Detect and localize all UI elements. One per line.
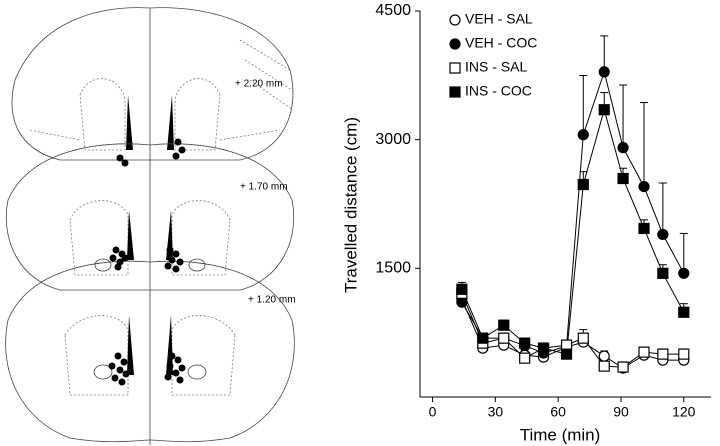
legend-label: VEH - SAL: [465, 11, 533, 27]
legend-label: INS - COC: [465, 83, 532, 99]
legend-marker: [449, 62, 461, 74]
x-tick-label: 60: [550, 404, 566, 420]
data-point: [638, 346, 650, 358]
section-outline: [5, 143, 295, 291]
data-point: [577, 332, 589, 344]
ventricle-fill: [127, 210, 173, 260]
ventricle: [79, 78, 221, 151]
series-line: [461, 70, 685, 354]
data-point: [560, 348, 573, 360]
section-label: + 1.20 mm: [248, 295, 296, 306]
data-point: [678, 306, 690, 318]
x-tick-label: 90: [613, 404, 629, 420]
section-outline: [11, 7, 294, 161]
legend-marker: [449, 14, 461, 26]
commissure: [94, 258, 112, 272]
data-point: [678, 267, 690, 279]
data-point: [598, 360, 610, 372]
x-axis-label: Time (min): [520, 425, 601, 444]
data-point: [617, 361, 629, 373]
data-point: [456, 283, 468, 295]
legend-label: VEH - COC: [465, 35, 537, 51]
x-tick-label: 0: [429, 404, 437, 420]
data-point: [638, 222, 650, 235]
legend-label: INS - SAL: [465, 59, 527, 75]
commissure: [187, 364, 207, 380]
data-point: [657, 348, 669, 360]
commissure: [188, 258, 206, 272]
y-axis-label: Travelled distance (cm): [341, 117, 360, 293]
commissure: [93, 364, 113, 380]
data-point: [598, 104, 610, 116]
x-tick-label: 30: [488, 404, 504, 420]
data-point: [598, 66, 610, 78]
ventricle-fill: [126, 95, 174, 150]
section-label: + 2.20 mm: [235, 79, 283, 90]
data-point: [519, 352, 531, 364]
injection-sites: [108, 138, 186, 386]
data-point: [598, 350, 610, 362]
data-point: [577, 129, 589, 141]
data-point: [498, 319, 510, 331]
legend-marker: [449, 38, 461, 50]
data-point: [657, 228, 669, 241]
data-point: [537, 342, 550, 354]
data-point: [678, 348, 690, 360]
section-label: + 1.70 mm: [240, 182, 288, 193]
data-point: [498, 332, 510, 344]
series-line: [461, 299, 684, 369]
data-point: [577, 178, 589, 191]
data-point: [519, 337, 531, 349]
data-point: [477, 332, 489, 344]
section-outline: [5, 260, 295, 443]
y-tick-label: 3000: [375, 131, 411, 148]
y-tick-label: 4500: [375, 2, 411, 19]
data-point: [657, 267, 669, 279]
data-point: [617, 172, 629, 185]
y-tick-label: 1500: [375, 260, 411, 277]
series-line: [461, 107, 685, 355]
data-point: [617, 142, 629, 154]
x-tick-label: 120: [672, 404, 696, 420]
brain-atlas: + 2.20 mm + 1.70 mm + 1.20 mm: [5, 7, 296, 445]
data-point: [638, 180, 650, 193]
legend-marker: [449, 86, 461, 98]
ventricle: [64, 315, 236, 396]
atlas-lines: [29, 8, 294, 141]
